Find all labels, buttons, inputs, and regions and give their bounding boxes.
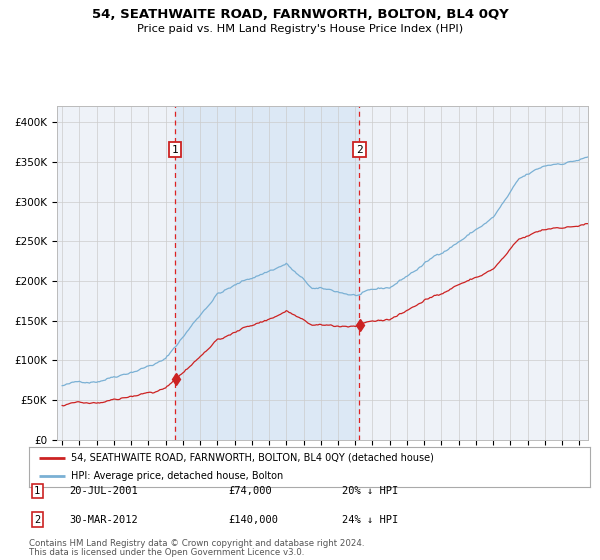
- Text: £140,000: £140,000: [228, 515, 278, 525]
- Text: 54, SEATHWAITE ROAD, FARNWORTH, BOLTON, BL4 0QY: 54, SEATHWAITE ROAD, FARNWORTH, BOLTON, …: [92, 8, 508, 21]
- Text: 24% ↓ HPI: 24% ↓ HPI: [342, 515, 398, 525]
- Text: Contains HM Land Registry data © Crown copyright and database right 2024.: Contains HM Land Registry data © Crown c…: [29, 539, 364, 548]
- Text: 20-JUL-2001: 20-JUL-2001: [69, 486, 138, 496]
- Text: HPI: Average price, detached house, Bolton: HPI: Average price, detached house, Bolt…: [71, 472, 283, 481]
- Text: 2: 2: [356, 144, 363, 155]
- Text: £74,000: £74,000: [228, 486, 272, 496]
- Text: 54, SEATHWAITE ROAD, FARNWORTH, BOLTON, BL4 0QY (detached house): 54, SEATHWAITE ROAD, FARNWORTH, BOLTON, …: [71, 453, 434, 463]
- Text: Price paid vs. HM Land Registry's House Price Index (HPI): Price paid vs. HM Land Registry's House …: [137, 24, 463, 34]
- Text: 20% ↓ HPI: 20% ↓ HPI: [342, 486, 398, 496]
- Bar: [175, 106, 359, 440]
- Text: 30-MAR-2012: 30-MAR-2012: [69, 515, 138, 525]
- Text: 1: 1: [34, 486, 40, 496]
- Text: 1: 1: [172, 144, 178, 155]
- Text: This data is licensed under the Open Government Licence v3.0.: This data is licensed under the Open Gov…: [29, 548, 304, 557]
- Text: 2: 2: [34, 515, 40, 525]
